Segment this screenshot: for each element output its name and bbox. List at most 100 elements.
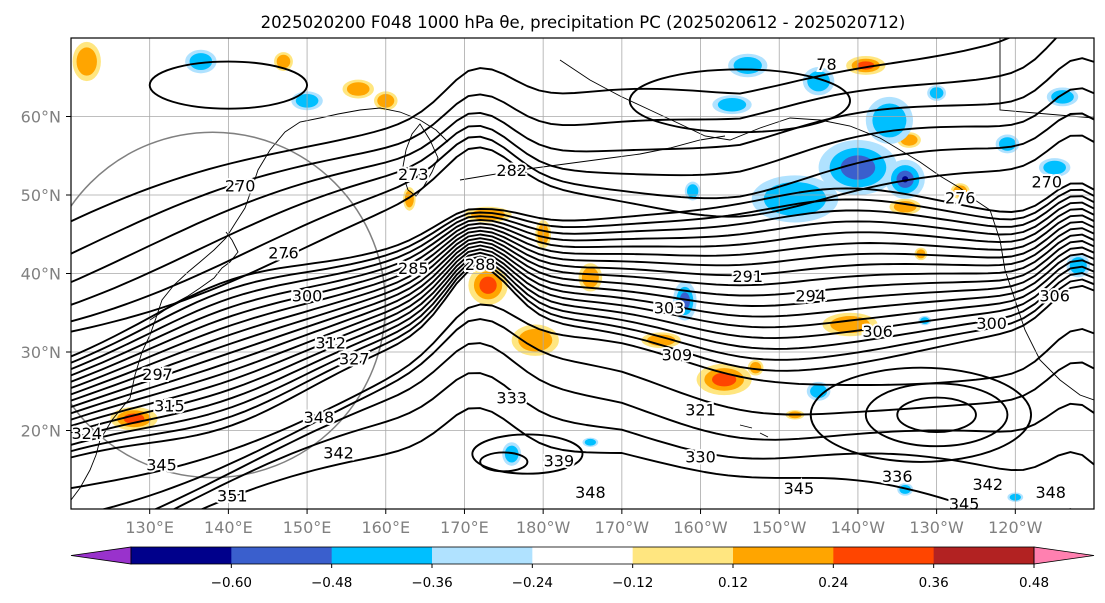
jet-contour bbox=[71, 182, 1094, 358]
colorbar-tick-label: 0.48 bbox=[1019, 575, 1049, 591]
jet-contour bbox=[71, 262, 1094, 453]
y-tick-label: 60°N bbox=[21, 108, 61, 127]
contour-label: 297 bbox=[142, 365, 173, 384]
contour-label: 285 bbox=[398, 259, 429, 278]
contour-label: 303 bbox=[654, 298, 685, 317]
closed-contour bbox=[471, 433, 584, 475]
northern-contour bbox=[71, 57, 1094, 284]
negative-precip-region bbox=[810, 384, 828, 399]
x-tick-label: 150°W bbox=[752, 518, 807, 537]
colorbar-segment bbox=[733, 547, 834, 564]
contour-label: 282 bbox=[496, 161, 527, 180]
colorbar-segment bbox=[532, 547, 634, 564]
colorbar-frame bbox=[130, 546, 1035, 565]
contour-label: 273 bbox=[398, 165, 429, 184]
southern-contour bbox=[172, 372, 1094, 509]
x-axis-ticks: 130°E 140°E 150°E 160°E 170°E 180°W 170°W 160°W… bbox=[125, 509, 1043, 537]
contour-label: 78 bbox=[816, 55, 836, 74]
contour-label: 300 bbox=[292, 287, 323, 306]
jet-contour bbox=[71, 188, 1094, 364]
jet-contour bbox=[71, 244, 1094, 421]
x-tick-label: 160°E bbox=[361, 518, 410, 537]
x-tick-label: 140°W bbox=[831, 518, 886, 537]
y-tick-label: 20°N bbox=[21, 422, 61, 441]
colorbar-segment bbox=[131, 547, 232, 564]
colorbar-extend-low bbox=[70, 546, 132, 565]
colorbar-tick-label: −0.48 bbox=[311, 575, 352, 591]
contour-label: 330 bbox=[685, 447, 716, 466]
contour-label: 315 bbox=[154, 396, 185, 415]
negative-precip-region bbox=[872, 103, 907, 138]
colorbar bbox=[70, 546, 1095, 565]
contour-label: 306 bbox=[1039, 287, 1070, 306]
contour-label: 276 bbox=[945, 188, 976, 207]
y-tick-label: 50°N bbox=[21, 186, 61, 205]
contour-label: 327 bbox=[339, 349, 370, 368]
contour-label: 306 bbox=[862, 322, 893, 341]
contour-label: 291 bbox=[732, 267, 763, 286]
colorbar-segment bbox=[833, 547, 935, 564]
northern-contour bbox=[71, 38, 1058, 255]
jet-contour bbox=[71, 220, 1094, 396]
negative-precip-region bbox=[687, 184, 699, 198]
great-circle-outline bbox=[71, 131, 387, 479]
jet-contour bbox=[71, 201, 1094, 377]
negative-precip-region bbox=[807, 71, 830, 92]
contour-label: 345 bbox=[146, 455, 177, 474]
x-tick-label: 160°W bbox=[673, 518, 728, 537]
colorbar-tick-label: 0.12 bbox=[718, 575, 748, 591]
contour-label: 321 bbox=[685, 400, 716, 419]
x-tick-label: 170°E bbox=[440, 518, 489, 537]
colorbar-ticks: −0.60 −0.48 −0.36 −0.24 −0.12 0.12 0.24 0.36 0.4… bbox=[211, 564, 1049, 591]
closed-contour bbox=[479, 451, 529, 473]
positive-precip-region bbox=[518, 328, 553, 352]
coastline-aleutians bbox=[459, 135, 726, 181]
coastline-namerica-north bbox=[999, 38, 1094, 119]
negative-precip-region bbox=[1043, 160, 1066, 175]
closed-contour bbox=[896, 396, 977, 434]
jet-contour bbox=[71, 214, 1094, 390]
positive-precip-region bbox=[581, 267, 599, 288]
negative-precip-region bbox=[189, 53, 213, 71]
jet-contour bbox=[71, 259, 1094, 446]
contour-label: 288 bbox=[465, 255, 496, 274]
negative-precip-region bbox=[1069, 257, 1087, 275]
closed-contour bbox=[864, 382, 1009, 448]
negative-precip-region bbox=[679, 292, 690, 310]
positive-precip-region bbox=[749, 362, 762, 374]
coastline-kamchatka bbox=[401, 123, 439, 197]
contour-label: 351 bbox=[217, 487, 248, 506]
coastline-alaska bbox=[559, 59, 991, 211]
positive-precip-region bbox=[76, 47, 97, 76]
colorbar-tick-label: −0.12 bbox=[612, 575, 653, 591]
x-tick-label: 120°W bbox=[988, 518, 1043, 537]
jet-contour bbox=[71, 233, 1094, 408]
coastline-asia bbox=[71, 107, 449, 501]
contour-label: 336 bbox=[882, 467, 913, 486]
positive-precip-region bbox=[479, 276, 497, 294]
jet-contour bbox=[71, 248, 1094, 427]
jet-contour bbox=[71, 240, 1094, 415]
colorbar-segment bbox=[432, 547, 533, 564]
contour-label: 342 bbox=[323, 444, 354, 463]
colorbar-segment bbox=[231, 547, 333, 564]
colorbar-segment bbox=[632, 547, 734, 564]
contour-label: 342 bbox=[972, 475, 1003, 494]
contour-label: 339 bbox=[544, 451, 575, 470]
y-axis-ticks: 20°N 30°N 40°N 50°N 60°N bbox=[21, 108, 71, 441]
contour-label: 345 bbox=[949, 495, 980, 514]
southern-contour bbox=[100, 318, 1094, 509]
positive-precip-region bbox=[276, 54, 291, 69]
x-tick-label: 130°W bbox=[909, 518, 964, 537]
negative-precip-region bbox=[1051, 90, 1074, 104]
y-tick-label: 30°N bbox=[21, 343, 61, 362]
positive-precip-region bbox=[346, 82, 370, 96]
contour-label: 294 bbox=[795, 287, 826, 306]
jet-contour bbox=[71, 255, 1094, 440]
positive-precip-region bbox=[953, 185, 968, 197]
closed-contour bbox=[628, 68, 852, 134]
contour-label: 348 bbox=[575, 483, 606, 502]
colorbar-extend-high bbox=[1033, 546, 1095, 565]
x-tick-label: 150°E bbox=[283, 518, 332, 537]
